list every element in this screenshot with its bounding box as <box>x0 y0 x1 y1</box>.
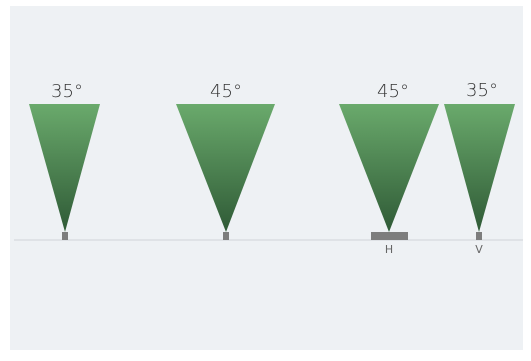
beam-4 <box>444 104 515 240</box>
beam-angle-label: 45° <box>210 81 242 102</box>
beam-cone <box>339 104 439 232</box>
beam-cone <box>176 104 275 232</box>
beam-base <box>223 232 229 240</box>
beam-2 <box>176 104 275 240</box>
diagram-background <box>10 6 523 350</box>
beam-angle-label: 35° <box>466 80 498 101</box>
vertical-axis-label: V <box>475 243 483 256</box>
beam-1 <box>29 104 100 240</box>
beam-3 <box>339 104 439 240</box>
beam-base <box>371 232 408 240</box>
beam-angle-label: 45° <box>377 81 409 102</box>
horizontal-axis-label: H <box>384 243 394 256</box>
beam-base <box>476 232 482 240</box>
beam-angle-label: 35° <box>51 81 83 102</box>
beam-base <box>62 232 68 240</box>
beam-cone <box>29 104 100 232</box>
beam-cone <box>444 104 515 232</box>
